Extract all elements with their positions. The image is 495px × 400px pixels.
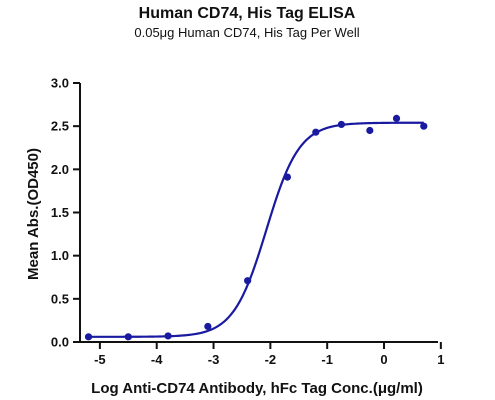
x-tick-label: -1 <box>321 352 333 367</box>
chart-title: Human CD74, His Tag ELISA <box>139 5 356 22</box>
x-tick-label: -5 <box>94 352 106 367</box>
y-tick-label: 3.0 <box>51 76 69 91</box>
y-tick-label: 0.0 <box>51 335 69 350</box>
plot-area: 0.0 0.5 1.0 1.5 2.0 2.5 3.0 -5 -4 -3 -2 -1 0 1 <box>51 76 445 368</box>
y-axis-label: Mean Abs.(OD450) <box>25 148 42 280</box>
data-point <box>337 120 345 129</box>
data-point <box>312 128 320 136</box>
data-point <box>204 322 212 331</box>
data-point <box>84 333 93 341</box>
data-point <box>124 333 132 341</box>
data-point <box>392 114 401 122</box>
data-point <box>244 277 252 285</box>
x-tick-label: -4 <box>151 352 163 367</box>
data-point <box>420 122 428 130</box>
x-tick-label: -3 <box>208 352 220 367</box>
y-tick-label: 2.0 <box>51 162 69 177</box>
y-tick-label: 1.0 <box>51 248 69 263</box>
y-tick-label: 0.5 <box>51 291 69 306</box>
chart-subtitle: 0.05μg Human CD74, His Tag Per Well <box>134 25 359 40</box>
data-point <box>283 173 292 181</box>
x-axis-label: Log Anti-CD74 Antibody, hFc Tag Conc.(μg… <box>91 380 423 397</box>
y-tick-label: 2.5 <box>51 119 69 134</box>
x-tick-label: -2 <box>265 352 277 367</box>
x-tick-label: 0 <box>380 352 387 367</box>
x-tick-label: 1 <box>437 352 444 367</box>
data-point <box>164 332 172 340</box>
fit-curve <box>88 121 424 338</box>
y-tick-label: 1.5 <box>51 205 69 220</box>
data-point <box>366 126 374 135</box>
